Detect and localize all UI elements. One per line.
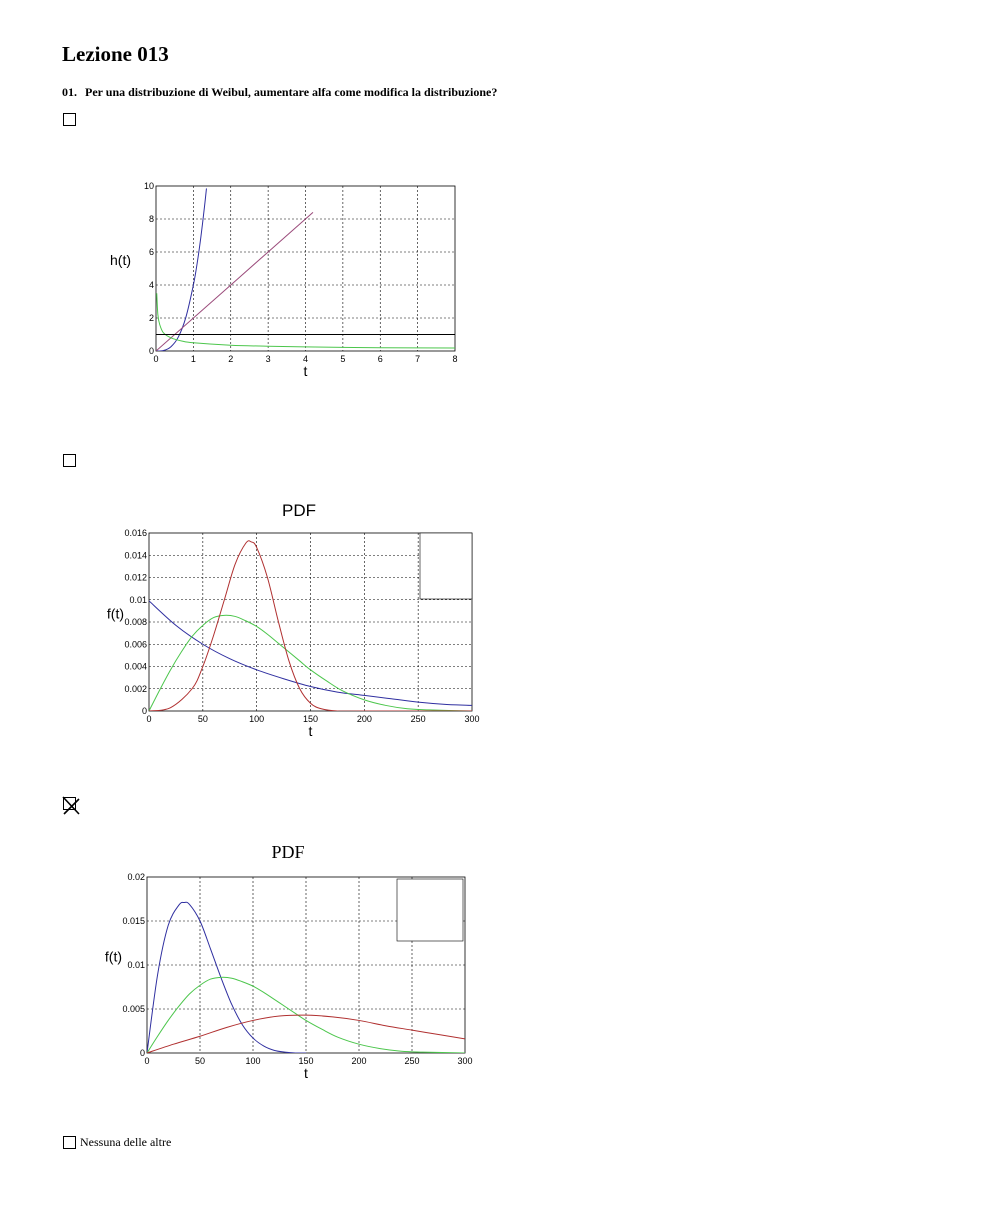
y-tick-label: 0.02 [127,872,145,882]
series-line-blue [156,188,207,351]
y-tick-label: 10 [144,181,154,191]
series-line-blue [147,901,306,1053]
x-tick-label: 5 [340,354,345,364]
y-tick-label: 0.015 [122,916,145,926]
x-tick-label: 0 [144,1056,149,1066]
y-tick-label: 0.005 [122,1004,145,1014]
x-tick-label: 1 [191,354,196,364]
y-tick-label: 0.002 [124,684,147,694]
question-text: 01. Per una distribuzione di Weibul, aume… [62,85,497,100]
x-tick-label: 3 [266,354,271,364]
option-checkbox-3[interactable] [62,796,80,815]
y-axis-label: f(t) [105,948,122,964]
x-axis-label: t [309,723,313,739]
y-axis-label: f(t) [107,605,124,621]
y-tick-label: 0.016 [124,528,147,538]
chart-1: 0 1 2 3 4 5 6 7 8 0 2 4 6 8 10 t h(t) [110,181,458,379]
x-tick-label: 250 [404,1056,419,1066]
y-tick-label: 0.006 [124,639,147,649]
y-tick-label: 2 [149,313,154,323]
series-line-red [147,1014,465,1053]
series-line-green [149,614,472,711]
x-tick-label: 2 [228,354,233,364]
y-tick-label: 0.004 [124,662,147,672]
chart-2: 0 50 100 150 200 250 300 0 0.002 0.004 0.006 0.008 0… [107,501,480,739]
series-line-blue [149,600,472,706]
x-tick-label: 200 [351,1056,366,1066]
series-line-green [156,293,455,349]
x-tick-label: 150 [298,1056,313,1066]
y-tick-label: 6 [149,247,154,257]
series-line-purple [156,212,314,351]
option-checkbox-4[interactable] [63,1136,76,1149]
option-checkbox-1[interactable] [63,113,76,126]
chart-title: PDF [282,501,316,520]
legend-box [396,878,464,942]
y-tick-label: 0 [140,1048,145,1058]
x-tick-label: 50 [198,714,208,724]
x-tick-label: 8 [452,354,457,364]
check-x-icon [62,796,80,815]
y-tick-label: 0.008 [124,617,147,627]
y-tick-label: 0.01 [127,960,145,970]
x-tick-label: 50 [195,1056,205,1066]
x-tick-label: 100 [245,1056,260,1066]
y-axis-label: h(t) [110,252,131,268]
x-tick-label: 300 [464,714,479,724]
question-number: 01. [62,85,77,99]
x-tick-label: 4 [303,354,308,364]
x-tick-label: 0 [146,714,151,724]
x-tick-label: 300 [457,1056,472,1066]
chart-3: 0 50 100 150 200 250 300 0 0.005 0.01 0.015 0.02 t f(… [105,842,473,1081]
legend-box [419,532,473,600]
y-tick-label: 4 [149,280,154,290]
y-tick-label: 0 [149,346,154,356]
series-line-red [149,540,472,711]
y-tick-label: 0.014 [124,550,147,560]
page-title: Lezione 013 [62,42,169,66]
option-checkbox-2[interactable] [63,454,76,467]
y-tick-label: 0.012 [124,573,147,583]
x-tick-label: 250 [411,714,426,724]
y-tick-label: 0 [142,706,147,716]
option-label-nessuna: Nessuna delle altre [80,1135,172,1149]
x-tick-label: 7 [415,354,420,364]
x-tick-label: 100 [249,714,264,724]
x-tick-label: 6 [378,354,383,364]
x-axis-label: t [304,363,308,379]
x-axis-label: t [304,1065,308,1081]
x-tick-label: 0 [153,354,158,364]
series-line-green [147,976,465,1053]
x-tick-label: 150 [303,714,318,724]
x-tick-label: 200 [357,714,372,724]
y-tick-label: 0.01 [129,595,147,605]
y-tick-label: 8 [149,214,154,224]
chart-title: PDF [271,842,304,862]
question-body: Per una distribuzione di Weibul, aumenta… [85,85,498,99]
